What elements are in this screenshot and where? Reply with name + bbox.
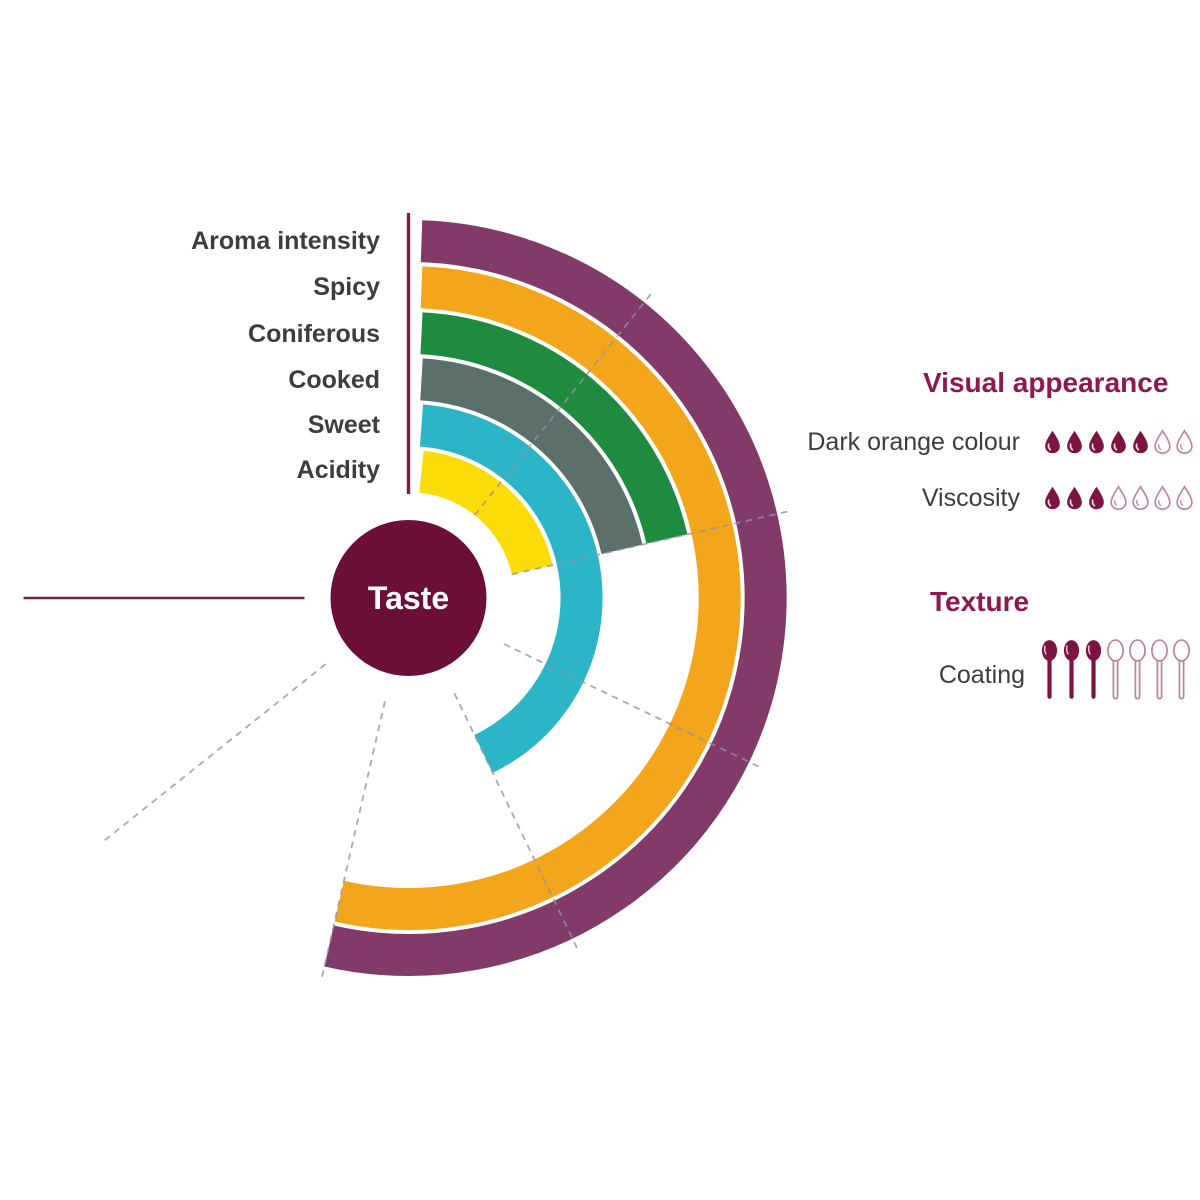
droplet-icon-empty [1154, 485, 1171, 511]
droplet-scale-dark-orange-colour [1042, 429, 1195, 455]
spoon-icon-filled [1085, 640, 1102, 699]
metric-label-viscosity: Viscosity [921, 484, 1020, 512]
arc-coniferous [420, 312, 688, 544]
spoon-icon-empty [1173, 639, 1190, 700]
arc-acidity [418, 450, 553, 575]
ring-label-acidity: Acidity [296, 456, 380, 484]
ring-label-spicy: Spicy [313, 273, 380, 301]
droplet-icon-empty [1154, 429, 1171, 455]
droplet-icon-filled [1133, 430, 1148, 454]
droplet-icon-empty [1176, 429, 1193, 455]
spoon-icon-empty [1107, 639, 1124, 700]
droplet-scale-viscosity [1042, 485, 1195, 511]
droplet-icon-filled [1045, 486, 1060, 510]
droplet-icon-empty [1176, 485, 1193, 511]
metric-label-coating: Coating [938, 661, 1025, 689]
droplet-icon-filled [1045, 430, 1060, 454]
droplet-icon-empty [1110, 485, 1127, 511]
ring-label-coniferous: Coniferous [248, 320, 380, 348]
droplet-icon-empty [1132, 485, 1149, 511]
arc-spicy [334, 266, 741, 931]
arc-aroma-intensity [324, 220, 787, 976]
droplet-icon-filled [1089, 430, 1104, 454]
center-label: Taste [368, 580, 449, 616]
ring-label-sweet: Sweet [307, 411, 380, 439]
ring-label-aroma-intensity: Aroma intensity [191, 227, 380, 255]
arc-sweet [419, 404, 603, 773]
arc-cooked [419, 358, 643, 555]
droplet-icon-filled [1067, 430, 1082, 454]
spoon-scale-coating [1040, 639, 1191, 701]
droplet-icon-filled [1067, 486, 1082, 510]
droplet-icon-filled [1089, 486, 1104, 510]
center-circle [330, 520, 487, 676]
spoon-icon-filled [1063, 640, 1080, 699]
spoon-icon-filled [1041, 640, 1058, 699]
section-title-visual-appearance: Visual appearance [923, 367, 1169, 398]
metric-label-dark-orange-colour: Dark orange colour [807, 428, 1020, 456]
droplet-icon-filled [1111, 430, 1126, 454]
ring-label-cooked: Cooked [288, 366, 380, 394]
gridline-unit-6 [102, 663, 327, 843]
spoon-icon-empty [1151, 639, 1168, 700]
section-title-texture: Texture [930, 586, 1030, 617]
spoon-icon-empty [1129, 639, 1146, 700]
